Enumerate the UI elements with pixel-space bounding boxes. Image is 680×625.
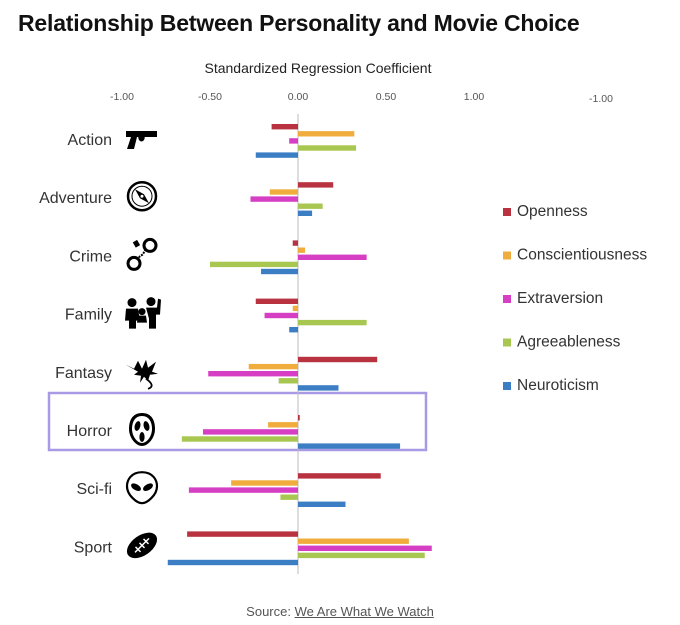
category-label: Horror — [67, 423, 113, 440]
legend-swatch-agreeableness — [503, 338, 511, 347]
bar-conscientiousness — [292, 305, 298, 312]
bar-extraversion — [202, 429, 298, 435]
legend-label-conscientiousness: Conscientiousness — [517, 247, 647, 264]
chart-title: Relationship Between Personality and Mov… — [18, 10, 580, 36]
bar-conscientiousness — [269, 189, 298, 195]
legend-swatch-openness — [503, 208, 511, 216]
bar-extraversion — [264, 312, 298, 319]
bar-openness — [298, 473, 381, 479]
family-icon — [125, 297, 161, 329]
bar-neuroticism — [167, 559, 298, 566]
bar-extraversion — [208, 371, 298, 377]
bar-conscientiousness — [298, 131, 355, 137]
highlight-box — [47, 391, 428, 452]
bar-extraversion — [298, 545, 432, 551]
bar-conscientiousness — [231, 480, 298, 486]
bar-agreeableness — [298, 319, 367, 326]
ghostface-mask-icon — [129, 413, 155, 446]
bar-openness — [255, 298, 298, 304]
compass-icon — [126, 180, 158, 212]
bar-extraversion — [250, 196, 298, 202]
legend-swatch-neuroticism — [503, 382, 511, 390]
bar-agreeableness — [298, 203, 323, 209]
category-label: Fantasy — [55, 365, 112, 382]
pistol-icon — [126, 131, 157, 149]
bar-agreeableness — [278, 378, 298, 384]
x-tick-label: -0.50 — [198, 91, 222, 103]
bar-openness — [271, 124, 298, 130]
bar-openness — [187, 531, 298, 537]
dragon-icon — [126, 359, 158, 390]
bar-neuroticism — [298, 501, 346, 507]
x-tick-label-extra: -1.00 — [589, 93, 613, 105]
bar-conscientiousness — [268, 422, 298, 428]
bar-conscientiousness — [298, 538, 409, 544]
source-link[interactable]: We Are What We Watch — [294, 604, 434, 619]
legend-label-extraversion: Extraversion — [517, 290, 603, 307]
x-axis-title: Standardized Regression Coefficient — [205, 60, 432, 76]
alien-icon — [125, 471, 159, 505]
legend-label-neuroticism: Neuroticism — [517, 377, 599, 394]
legend-label-agreeableness: Agreeableness — [517, 334, 621, 351]
bar-openness — [298, 415, 300, 421]
legend-label-openness: Openness — [517, 203, 588, 220]
bar-extraversion — [289, 138, 298, 144]
source-line: Source: We Are What We Watch — [0, 604, 680, 619]
bar-neuroticism — [255, 152, 298, 158]
handcuffs-icon — [126, 237, 158, 271]
legend-swatch-extraversion — [503, 295, 511, 303]
football-icon — [126, 532, 158, 559]
bar-extraversion — [188, 487, 298, 493]
category-label: Adventure — [39, 190, 112, 207]
bar-neuroticism — [298, 210, 313, 216]
category-label: Sci-fi — [76, 481, 112, 498]
bar-conscientiousness — [298, 247, 306, 253]
bar-neuroticism — [261, 268, 298, 275]
bar-agreeableness — [210, 261, 298, 268]
x-tick-label: 0.50 — [376, 91, 397, 103]
bar-neuroticism — [298, 443, 401, 449]
bar-openness — [298, 356, 378, 363]
bar-agreeableness — [280, 494, 298, 500]
bar-conscientiousness — [248, 363, 298, 370]
bar-extraversion — [298, 254, 367, 260]
category-label: Family — [65, 307, 112, 324]
bar-neuroticism — [298, 385, 339, 391]
chart-area: Standardized Regression Coefficient -1.00… — [39, 60, 647, 574]
category-label: Crime — [69, 248, 112, 265]
bar-openness — [298, 182, 334, 188]
bar-agreeableness — [181, 436, 298, 442]
bar-openness — [292, 240, 298, 246]
x-tick-label: -1.00 — [110, 91, 134, 103]
x-tick-label: 0.00 — [288, 91, 309, 103]
legend-swatch-conscientiousness — [503, 251, 511, 260]
category-label: Action — [68, 132, 112, 149]
bar-agreeableness — [298, 552, 425, 559]
bar-neuroticism — [289, 327, 298, 333]
source-prefix: Source: — [246, 604, 291, 619]
x-tick-label: 1.00 — [464, 91, 485, 103]
bar-agreeableness — [298, 145, 357, 151]
category-label: Sport — [74, 539, 113, 556]
